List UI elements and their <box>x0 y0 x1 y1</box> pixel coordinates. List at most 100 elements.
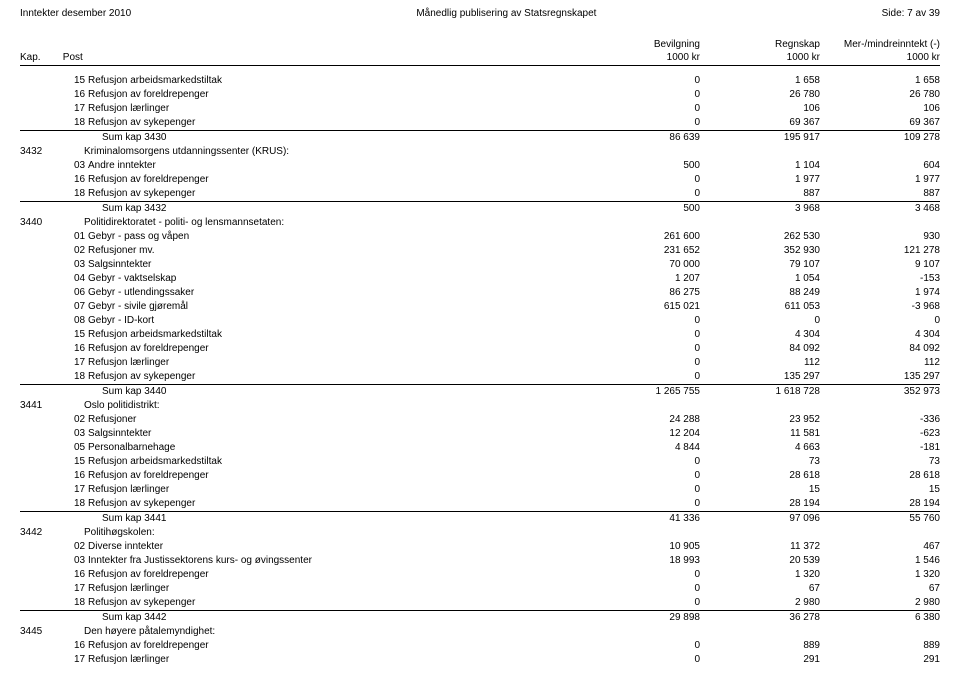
cell-post: 17 <box>60 653 84 667</box>
cell-c3: 1 974 <box>820 286 940 300</box>
cell-label: Sum kap 3440 <box>84 385 580 399</box>
cell-c1: 0 <box>580 74 700 88</box>
cell-c3: -336 <box>820 413 940 427</box>
cell-kap: 3432 <box>20 145 60 159</box>
cell-c3: 121 278 <box>820 244 940 258</box>
cell-label: Politidirektoratet - politi- og lensmann… <box>84 216 580 230</box>
cell-c1: 0 <box>580 187 700 201</box>
cell-c1: 86 275 <box>580 286 700 300</box>
cell-kap: 3445 <box>20 625 60 639</box>
cell-post <box>60 131 84 145</box>
cell-post <box>60 399 84 413</box>
table-row: 04Gebyr - vaktselskap1 2071 054-153 <box>20 272 940 286</box>
cell-kap <box>20 272 60 286</box>
table-row: 03Andre inntekter5001 104604 <box>20 159 940 173</box>
cell-label: Refusjon lærlinger <box>84 582 580 596</box>
cell-c1: 0 <box>580 102 700 116</box>
cell-label: Diverse inntekter <box>84 540 580 554</box>
cell-label: Refusjon lærlinger <box>84 483 580 497</box>
cell-c2 <box>700 145 820 159</box>
table-row: Sum kap 344229 89836 2786 380 <box>20 610 940 625</box>
cell-c2: 291 <box>700 653 820 667</box>
cell-post <box>60 526 84 540</box>
cell-label: Andre inntekter <box>84 159 580 173</box>
cell-kap <box>20 202 60 216</box>
cell-c1: 0 <box>580 356 700 370</box>
cell-label: Refusjon av foreldrepenger <box>84 639 580 653</box>
cell-c2: 112 <box>700 356 820 370</box>
cell-c2: 887 <box>700 187 820 201</box>
cell-label: Sum kap 3432 <box>84 202 580 216</box>
cell-c2 <box>700 625 820 639</box>
cell-post <box>60 625 84 639</box>
cell-c2: 1 618 728 <box>700 385 820 399</box>
cell-post: 02 <box>60 244 84 258</box>
table-row: 16Refusjon av foreldrepenger084 09284 09… <box>20 342 940 356</box>
cell-post: 17 <box>60 102 84 116</box>
col-regnskap: Regnskap <box>700 39 820 50</box>
cell-c2 <box>700 216 820 230</box>
table-row: 06Gebyr - utlendingssaker86 27588 2491 9… <box>20 286 940 300</box>
cell-c2: 26 780 <box>700 88 820 102</box>
table-row: Sum kap 343086 639195 917109 278 <box>20 130 940 145</box>
cell-c2: 3 968 <box>700 202 820 216</box>
table-row: 16Refusjon av foreldrepenger01 3201 320 <box>20 568 940 582</box>
table-row: 17Refusjon lærlinger06767 <box>20 582 940 596</box>
cell-kap <box>20 131 60 145</box>
cell-c1: 12 204 <box>580 427 700 441</box>
cell-c2: 15 <box>700 483 820 497</box>
cell-label: Refusjon arbeidsmarkedstiltak <box>84 455 580 469</box>
cell-label: Gebyr - sivile gjøremål <box>84 300 580 314</box>
cell-post: 16 <box>60 568 84 582</box>
table-row: 02Refusjoner mv.231 652352 930121 278 <box>20 244 940 258</box>
cell-c1: 18 993 <box>580 554 700 568</box>
table-row: 18Refusjon av sykepenger028 19428 194 <box>20 497 940 511</box>
cell-c2: 4 304 <box>700 328 820 342</box>
cell-c3: 0 <box>820 314 940 328</box>
cell-c2: 67 <box>700 582 820 596</box>
cell-post: 02 <box>60 540 84 554</box>
cell-kap <box>20 540 60 554</box>
cell-c2: 1 658 <box>700 74 820 88</box>
cell-post <box>60 145 84 159</box>
cell-label: Refusjon arbeidsmarkedstiltak <box>84 328 580 342</box>
cell-c3: 9 107 <box>820 258 940 272</box>
cell-kap <box>20 497 60 511</box>
cell-c2: 88 249 <box>700 286 820 300</box>
cell-c3: 67 <box>820 582 940 596</box>
cell-label: Refusjon av foreldrepenger <box>84 88 580 102</box>
cell-label: Gebyr - pass og våpen <box>84 230 580 244</box>
cell-label: Refusjon av foreldrepenger <box>84 469 580 483</box>
cell-kap <box>20 356 60 370</box>
cell-c1: 615 021 <box>580 300 700 314</box>
table-row: 03Inntekter fra Justissektorens kurs- og… <box>20 554 940 568</box>
cell-kap <box>20 230 60 244</box>
cell-kap: 3440 <box>20 216 60 230</box>
table-row: 03Salgsinntekter70 00079 1079 107 <box>20 258 940 272</box>
table-row: 3441Oslo politidistrikt: <box>20 399 940 413</box>
cell-label: Refusjon av sykepenger <box>84 116 580 130</box>
cell-label: Refusjon av sykepenger <box>84 370 580 384</box>
cell-label: Refusjon lærlinger <box>84 356 580 370</box>
cell-c1: 0 <box>580 116 700 130</box>
cell-c3: 69 367 <box>820 116 940 130</box>
cell-post: 07 <box>60 300 84 314</box>
cell-kap <box>20 173 60 187</box>
cell-c1: 0 <box>580 596 700 610</box>
cell-kap <box>20 314 60 328</box>
cell-c3: 109 278 <box>820 131 940 145</box>
table-row: 17Refusjon lærlinger0291291 <box>20 653 940 667</box>
cell-c2: 23 952 <box>700 413 820 427</box>
table-row: 15Refusjon arbeidsmarkedstiltak04 3044 3… <box>20 328 940 342</box>
cell-post <box>60 216 84 230</box>
cell-label: Refusjoner <box>84 413 580 427</box>
cell-c3: 1 546 <box>820 554 940 568</box>
cell-c3: 28 618 <box>820 469 940 483</box>
cell-c1: 0 <box>580 173 700 187</box>
cell-c3: 112 <box>820 356 940 370</box>
cell-kap <box>20 639 60 653</box>
cell-c3: 467 <box>820 540 940 554</box>
table-row: 17Refusjon lærlinger0112112 <box>20 356 940 370</box>
col-post: Post <box>63 52 83 63</box>
cell-c3: -153 <box>820 272 940 286</box>
